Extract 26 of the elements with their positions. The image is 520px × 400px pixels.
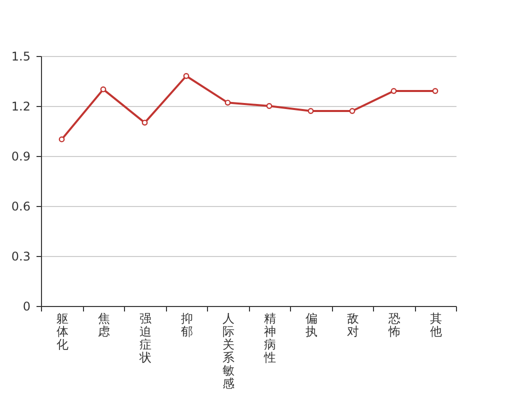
- y-tick-label: 0.9: [11, 150, 30, 164]
- y-tick-label: 0: [22, 300, 30, 314]
- x-tick-label: 抑郁: [180, 312, 193, 338]
- point: [266, 103, 272, 109]
- x-tick-label: 恐怖: [387, 312, 400, 338]
- x-tick-label: 人际关系敏感: [222, 312, 234, 390]
- y-tick-label: 0.6: [11, 200, 30, 214]
- point: [349, 108, 356, 114]
- point: [224, 100, 231, 106]
- x-tick-label: 偏执: [305, 312, 318, 338]
- x-tick-label: 精神病性: [262, 312, 276, 364]
- y-tick-label: 1.5: [11, 50, 30, 64]
- x-tick-label: 其他: [430, 312, 442, 338]
- y-tick-label: 0.3: [11, 250, 30, 264]
- point: [183, 73, 190, 79]
- x-tick-label: 躯体化: [56, 312, 68, 352]
- point: [142, 120, 148, 126]
- y-tick-label: 1.2: [11, 100, 30, 114]
- point: [100, 86, 106, 92]
- point: [390, 88, 397, 94]
- point: [58, 136, 65, 142]
- x-tick-label: 强迫症状: [138, 312, 152, 364]
- x-tick-label: 敌对: [346, 312, 359, 338]
- x-tick-label: 焦虑: [98, 312, 110, 338]
- point: [432, 88, 438, 94]
- point: [308, 108, 314, 114]
